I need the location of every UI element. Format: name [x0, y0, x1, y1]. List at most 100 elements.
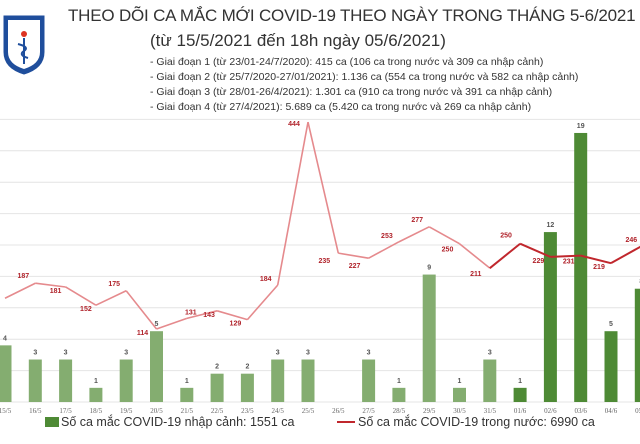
x-tick-label: 25/5	[302, 407, 315, 415]
bar	[180, 387, 194, 402]
bar	[150, 331, 163, 402]
line-segment	[489, 242, 521, 269]
bar	[422, 274, 436, 402]
line-value-label: 444	[288, 121, 300, 128]
legend-label-line: Số ca mắc COVID-19 trong nước: 6990 ca	[358, 415, 595, 429]
line-segment	[276, 121, 309, 286]
bar	[392, 387, 406, 402]
bar	[119, 359, 133, 402]
line-value-label: 181	[50, 288, 62, 295]
ministry-of-health-logo	[3, 15, 45, 75]
legend-swatch-bar	[45, 417, 59, 427]
bar	[59, 359, 73, 402]
legend-label-bars: Số ca mắc COVID-19 nhập cảnh: 1551 ca	[61, 415, 295, 429]
line-value-label: 227	[349, 263, 361, 270]
bar	[89, 387, 103, 402]
bar	[604, 331, 618, 402]
x-tick-label: 28/5	[393, 407, 406, 415]
x-tick-label: 21/5	[181, 407, 194, 415]
line-value-label: 184	[260, 276, 272, 283]
line-segment	[95, 290, 127, 306]
bar-value-label: 3	[276, 350, 280, 357]
line-segment	[216, 310, 248, 321]
x-tick-label: 16/5	[29, 407, 42, 415]
bar	[574, 132, 588, 402]
bar-value-label: 5	[155, 321, 159, 328]
x-tick-label: 31/5	[484, 407, 497, 415]
line-segment	[35, 282, 66, 288]
x-tick-label: 05/6	[635, 407, 640, 415]
line-value-label: 175	[108, 281, 120, 288]
line-value-label: 229	[533, 258, 545, 265]
legend-swatch-line	[337, 421, 355, 423]
line-value-label: 231	[563, 259, 575, 266]
bar-value-label: 3	[124, 350, 128, 357]
line-value-label: 114	[137, 330, 148, 337]
bar	[301, 359, 315, 402]
bar-value-label: 1	[518, 378, 522, 385]
line-segment	[458, 243, 491, 269]
bar-value-label: 9	[427, 265, 431, 272]
bar-value-label: 1	[185, 378, 189, 385]
line-value-label: 187	[17, 273, 29, 280]
line-segment	[65, 286, 97, 306]
bar	[362, 359, 376, 402]
bar	[453, 387, 466, 402]
x-tick-label: 30/5	[453, 407, 466, 415]
bar-value-label: 2	[215, 364, 219, 371]
bar	[271, 359, 285, 402]
bar-value-label: 3	[488, 350, 492, 357]
line-segment	[398, 226, 430, 243]
line-segment	[428, 226, 460, 245]
legend-item-bars: Số ca mắc COVID-19 nhập cảnh: 1551 ca	[45, 415, 294, 429]
line-segment	[519, 242, 551, 258]
line-value-label: 152	[80, 306, 92, 313]
phase-note: - Giai đoạn 2 (từ 25/7/2020-27/01/2021):…	[150, 71, 579, 83]
line-value-label: 235	[318, 258, 330, 265]
bar-value-label: 1	[397, 378, 401, 385]
x-tick-label: 03/6	[574, 407, 587, 415]
phase-note: - Giai đoạn 3 (từ 28/01-26/4/2021): 1.30…	[150, 86, 553, 98]
x-tick-label: 19/5	[120, 407, 133, 415]
phase-notes: - Giai đoạn 1 (từ 23/01-24/7/2020): 415 …	[150, 55, 578, 115]
x-tick-label: 01/6	[514, 407, 527, 415]
bar	[634, 288, 640, 402]
line-segment	[338, 252, 369, 259]
line-value-label: 143	[203, 312, 215, 319]
x-tick-label: 29/5	[423, 407, 436, 415]
bar	[513, 387, 527, 402]
x-tick-label: 20/5	[150, 407, 163, 415]
bar-value-label: 1	[458, 378, 462, 385]
bar	[0, 345, 12, 402]
x-tick-label: 04/6	[605, 407, 618, 415]
bar-value-label: 19	[577, 123, 585, 130]
legend-item-line: Số ca mắc COVID-19 trong nước: 6990 ca	[337, 415, 595, 429]
bar-value-label: 12	[547, 222, 555, 229]
line-segment	[186, 310, 218, 320]
bar-value-label: 4	[3, 335, 7, 342]
bar-value-label: 3	[306, 350, 310, 357]
line-segment	[368, 241, 400, 259]
line-value-label: 129	[230, 321, 242, 328]
chart-title: THEO DÕI CA MẮC MỚI COVID-19 THEO NGÀY T…	[68, 6, 636, 25]
line-segment	[125, 290, 158, 330]
phase-note: - Giai đoạn 1 (từ 23/01-24/7/2020): 415 …	[150, 56, 544, 68]
bar-value-label: 3	[64, 350, 68, 357]
x-tick-label: 24/5	[271, 407, 284, 415]
bar	[240, 373, 254, 402]
line-segment	[580, 254, 612, 265]
bar-value-label: 2	[245, 364, 249, 371]
line-value-label: 211	[470, 271, 481, 278]
line-value-label: 253	[381, 233, 393, 240]
line-segment	[246, 284, 279, 321]
chart-subtitle: (từ 15/5/2021 đến 18h ngày 05/6/2021)	[150, 31, 446, 50]
bar	[483, 359, 497, 402]
x-tick-label: 02/6	[544, 407, 557, 415]
x-tick-label: 15/5	[0, 407, 12, 415]
line-value-label: 250	[442, 247, 454, 254]
bar	[210, 373, 224, 402]
bar-value-label: 1	[94, 378, 98, 385]
bar-value-label: 5	[609, 321, 613, 328]
x-tick-label: 26/5	[332, 407, 345, 415]
